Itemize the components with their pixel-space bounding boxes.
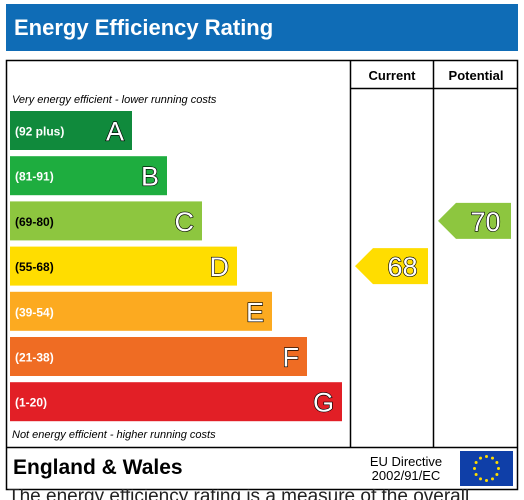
chart-title: Energy Efficiency Rating xyxy=(14,15,274,40)
band-bar-d xyxy=(10,246,237,286)
directive-line-1: EU Directive xyxy=(370,454,442,469)
band-letter-c: C xyxy=(175,207,195,237)
band-g: (1-20) G xyxy=(10,382,342,422)
indicator-group: 68 70 xyxy=(355,202,511,285)
potential-rating-arrow: 70 xyxy=(438,202,511,239)
band-bar-a xyxy=(10,111,132,150)
cutoff-text-line: The energy efficiency rating is a measur… xyxy=(8,489,524,500)
band-bar-g xyxy=(10,382,342,422)
eu-flag-icon xyxy=(460,451,513,486)
band-range-d: (55-68) xyxy=(15,260,54,274)
band-letter-d: D xyxy=(210,252,230,282)
chart-title-banner: Energy Efficiency Rating xyxy=(6,4,518,51)
band-range-g: (1-20) xyxy=(15,396,47,410)
band-c: (69-80) C xyxy=(10,201,202,241)
band-range-b: (81-91) xyxy=(15,170,54,184)
bottom-note: Not energy efficient - higher running co… xyxy=(12,429,216,441)
top-note: Very energy efficient - lower running co… xyxy=(12,94,217,106)
current-column-header: Current xyxy=(369,68,417,83)
band-range-f: (21-38) xyxy=(15,351,54,365)
band-bar-e xyxy=(10,291,272,331)
current-arrow-shape xyxy=(355,248,428,285)
region-label: England & Wales xyxy=(13,456,183,479)
potential-rating-value: 70 xyxy=(470,207,500,237)
band-letter-b: B xyxy=(141,162,159,192)
band-bar-f xyxy=(10,337,307,376)
band-letter-a: A xyxy=(106,117,124,147)
band-bar-b xyxy=(10,156,167,196)
band-letter-e: E xyxy=(246,297,264,327)
potential-arrow-shape xyxy=(438,202,511,239)
band-bar-c xyxy=(10,201,202,241)
potential-column-header: Potential xyxy=(449,68,504,83)
current-rating-value: 68 xyxy=(387,252,417,282)
band-e: (39-54) E xyxy=(10,291,272,331)
cutoff-text: The energy efficiency rating is a measur… xyxy=(8,489,470,500)
band-letter-f: F xyxy=(283,343,300,373)
band-group: (92 plus) A (81-91) B (69-80) C (55-68) D (39-54… xyxy=(10,111,342,422)
band-range-a: (92 plus) xyxy=(15,125,64,139)
band-a: (92 plus) A xyxy=(10,111,132,150)
band-f: (21-38) F xyxy=(10,337,307,376)
directive-line-2: 2002/91/EC xyxy=(372,468,441,483)
current-rating-arrow: 68 xyxy=(355,248,428,285)
band-range-c: (69-80) xyxy=(15,215,54,229)
band-range-e: (39-54) xyxy=(15,305,54,319)
band-letter-g: G xyxy=(313,388,334,418)
band-b: (81-91) B xyxy=(10,156,167,196)
band-d: (55-68) D xyxy=(10,246,237,286)
